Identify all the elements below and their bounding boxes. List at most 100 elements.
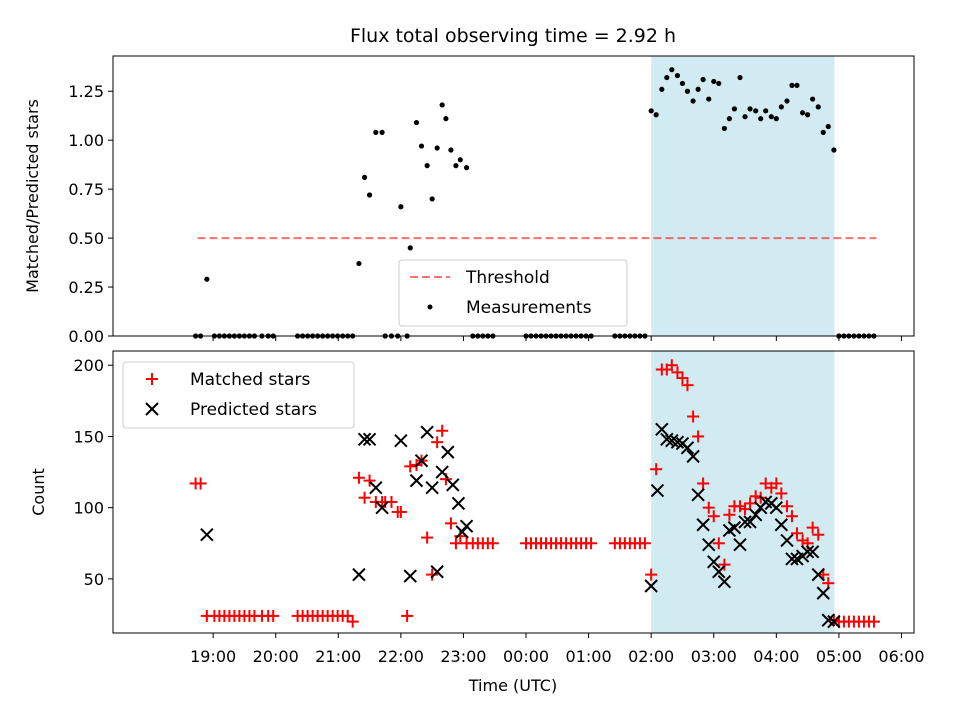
measurement-point [731, 106, 738, 112]
count-panel-frame [112, 350, 915, 634]
count-y-tick-label: 100 [73, 499, 104, 518]
predicted-star-point [686, 449, 700, 464]
matched-star-point [702, 501, 715, 514]
matched-stars-points [189, 359, 880, 628]
predicted-star-point [375, 500, 389, 515]
measurement-point [768, 114, 774, 120]
measurement-point [695, 86, 701, 92]
count-x-tick-label: 21:00 [315, 647, 361, 666]
measurement-point [805, 112, 811, 118]
matched-star-point [449, 537, 462, 550]
predicted-star-point [441, 445, 455, 459]
measurement-point [648, 108, 654, 114]
predicted-legend-label: Predicted stars [190, 400, 317, 420]
count-y-tick-label: 200 [73, 356, 104, 375]
predicted-star-point [430, 565, 444, 579]
count-x-tick-label: 01:00 [566, 647, 612, 666]
predicted-star-point [827, 614, 841, 629]
threshold-legend-label: Threshold [465, 268, 550, 288]
matched-star-point [734, 500, 747, 513]
count-y-tick-label: 150 [73, 427, 104, 446]
matched-star-point [723, 508, 736, 521]
measurements-legend-label: Measurements [466, 298, 592, 318]
measurement-point [778, 104, 784, 110]
ratio-y-ticks: 0.00 0.25 0.50 0.75 1.00 1.25 [68, 82, 113, 346]
predicted-star-point [414, 453, 429, 468]
count-x-tick-label: 03:00 [691, 647, 737, 666]
measurement-point [366, 192, 373, 198]
predicted-star-point [743, 515, 757, 529]
measurement-point [424, 163, 430, 169]
measurement-point [659, 86, 665, 92]
measurement-point [815, 104, 821, 110]
measurement-point [453, 163, 459, 169]
predicted-star-point [805, 545, 820, 559]
predicted-star-point [435, 465, 449, 479]
count-x-tick-label: 02:00 [628, 647, 674, 666]
matched-star-point [394, 505, 407, 518]
count-x-tick-label: 22:00 [378, 647, 424, 666]
matched-star-point [687, 410, 700, 423]
matched-star-point [770, 477, 783, 490]
measurements-legend-swatch [427, 304, 433, 310]
matched-star-point [681, 379, 694, 392]
measurement-point [716, 80, 722, 87]
ratio-panel: 0.00 0.25 0.50 0.75 1.00 1.25 Flux total obse… [23, 25, 915, 346]
ratio-panel-frame [112, 55, 915, 337]
measurement-point [679, 80, 686, 87]
matched-star-point [739, 503, 752, 516]
predicted-star-point [200, 528, 214, 542]
measurement-point [463, 165, 470, 171]
predicted-star-point [774, 518, 789, 532]
predicted-star-point [420, 425, 434, 439]
matched-star-point [712, 537, 725, 550]
count-x-tick-label: 23:00 [440, 647, 486, 666]
measurement-point [457, 157, 463, 163]
predicted-legend-swatch [145, 402, 159, 416]
matched-star-point [401, 609, 414, 622]
predicted-star-point [717, 575, 732, 589]
measurement-point [700, 76, 706, 83]
count-x-ticks: 19:00 20:00 21:00 22:00 23:00 00:00 01:00 02:00… [190, 633, 925, 666]
x-axis-label: Time (UTC) [468, 676, 557, 695]
measurement-point [448, 147, 454, 153]
predicted-star-point [459, 519, 474, 533]
predicted-star-point [816, 586, 830, 600]
measurement-point [773, 116, 779, 122]
matched-star-point [650, 463, 663, 476]
measurement-point [664, 74, 670, 81]
predicted-star-point [650, 483, 665, 498]
matched-star-point [436, 424, 449, 437]
measurement-point [413, 119, 420, 126]
measurement-point [794, 82, 800, 88]
predicted-star-point [696, 518, 710, 532]
matched-star-point [454, 530, 467, 543]
matched-star-point [352, 471, 365, 484]
measurement-point [747, 106, 753, 112]
count-x-tick-label: 00:00 [503, 647, 549, 666]
predicted-star-point [644, 579, 658, 593]
predicted-star-point [785, 552, 799, 566]
measurement-point [418, 143, 425, 149]
matched-star-point [404, 460, 417, 473]
matched-star-point [585, 537, 598, 550]
count-x-tick-label: 04:00 [753, 647, 799, 666]
matched-star-point [790, 527, 803, 540]
count-y-tick-label: 50 [84, 570, 104, 589]
ratio-y-tick-label: 0.75 [68, 180, 104, 199]
ratio-y-tick-label: 1.25 [68, 82, 104, 101]
matched-star-point [444, 517, 457, 530]
predicted-star-point [702, 537, 716, 552]
matched-star-point [744, 497, 757, 510]
count-x-tick-label: 20:00 [253, 647, 299, 666]
matched-star-point [812, 528, 825, 541]
measurement-point [361, 174, 368, 180]
matched-star-point [645, 568, 658, 581]
count-x-tick-label: 06:00 [878, 647, 924, 666]
ratio-y-tick-label: 1.00 [68, 131, 104, 150]
predicted-star-point [733, 537, 747, 552]
matched-star-point [665, 359, 678, 372]
measurement-point [434, 145, 440, 151]
observing-window-highlight-bottom [651, 351, 835, 633]
